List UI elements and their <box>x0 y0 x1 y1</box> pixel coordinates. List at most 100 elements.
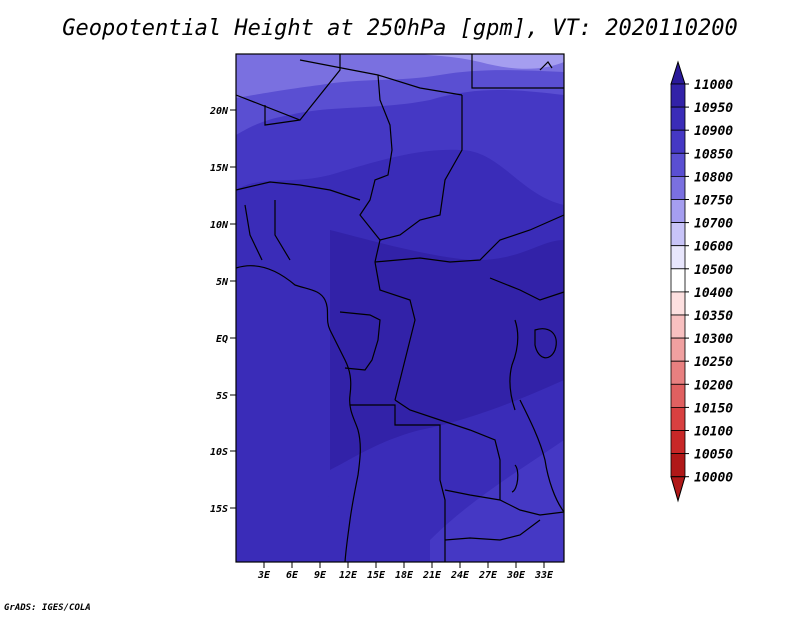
border-s1 <box>444 489 565 516</box>
colorbar-label: 11000 <box>694 78 733 93</box>
colorbar-label: 10300 <box>694 332 733 347</box>
colorbar: 11000 10950 10900 10850 10800 10750 10700 10600… <box>670 60 733 503</box>
border-c3 <box>394 399 501 500</box>
colorbar-swatch <box>670 360 686 385</box>
colorbar-label: 10200 <box>694 378 733 393</box>
lat-label: EQ <box>216 334 228 345</box>
colorbar-swatch <box>670 199 686 224</box>
colorbar-label: 10850 <box>694 147 733 162</box>
lat-axis: 20N 15N 10N 5N EQ 5S 10S 15S <box>209 106 236 515</box>
lon-tick-6e: 6E <box>286 562 299 581</box>
lon-label: 12E <box>339 570 358 581</box>
colorbar-label: 10600 <box>694 240 733 255</box>
border-n1 <box>235 54 341 121</box>
map-frame <box>235 53 565 563</box>
lon-tick-12e: 12E <box>339 562 358 581</box>
colorbar-swatch <box>670 83 686 108</box>
border-n3 <box>359 74 393 263</box>
colorbar-swatch <box>670 430 686 455</box>
lat-label: 5N <box>216 277 229 288</box>
height-band-10750 <box>236 54 564 98</box>
lon-tick-24e: 24E <box>450 562 470 581</box>
border-w3 <box>274 200 291 261</box>
lon-label: 15E <box>367 570 386 581</box>
colorbar-swatch <box>670 406 686 431</box>
colorbar-label: 10700 <box>694 217 733 232</box>
border-c2 <box>339 311 381 371</box>
lon-label: 21E <box>422 570 442 581</box>
lon-label: 6E <box>286 570 299 581</box>
lon-tick-27e: 27E <box>478 562 498 581</box>
colorbar-label: 10500 <box>694 263 733 278</box>
lon-tick-9e: 9E <box>314 562 327 581</box>
lat-label: 15N <box>210 163 229 174</box>
lat-tick-15n: 15N <box>210 163 236 174</box>
lat-label: 10S <box>210 447 228 458</box>
map-title: Geopotential Height at 250hPa [gpm], VT:… <box>62 16 738 41</box>
colorbar-top-arrow <box>670 60 686 85</box>
lake-malawi <box>511 464 519 493</box>
lon-label: 30E <box>506 570 526 581</box>
border-ne <box>471 54 564 89</box>
colorbar-label: 10950 <box>694 101 733 116</box>
colorbar-label: 10800 <box>694 170 733 185</box>
lake-east <box>509 319 519 411</box>
colorbar-swatch <box>670 106 686 131</box>
colorbar-swatch <box>670 268 686 293</box>
height-band-10900 <box>330 230 564 470</box>
height-band-sw <box>236 490 350 562</box>
colorbar-label: 10000 <box>694 471 733 486</box>
lat-tick-10n: 10N <box>210 220 236 231</box>
colorbar-swatch <box>670 314 686 339</box>
coast-east <box>519 399 565 513</box>
lat-tick-20n: 20N <box>209 106 236 117</box>
border-s2 <box>444 519 541 541</box>
lake-victoria <box>534 328 557 359</box>
lat-tick-10s: 10S <box>210 447 236 458</box>
lat-tick-15s: 15S <box>210 504 236 515</box>
lon-tick-3e: 3E <box>257 562 271 581</box>
border-n5 <box>299 59 463 96</box>
colorbar-swatch <box>670 152 686 177</box>
lon-tick-15e: 15E <box>367 562 386 581</box>
lat-label: 20N <box>209 106 229 117</box>
lat-label: 5S <box>216 391 228 402</box>
colorbar-label: 10400 <box>694 286 733 301</box>
lon-label: 27E <box>478 570 498 581</box>
grads-credit: GrADS: IGES/COLA <box>4 603 91 613</box>
height-band-se <box>430 440 564 562</box>
border-n4 <box>379 95 463 241</box>
lon-axis: 3E 6E 9E 12E 15E 18E 21E 24E 27E 30E 33E <box>257 562 554 581</box>
colorbar-label: 10350 <box>694 309 733 324</box>
colorbar-swatch <box>670 175 686 200</box>
colorbar-swatch <box>670 453 686 478</box>
colorbar-bottom-arrow <box>670 476 686 503</box>
border-e1 <box>374 214 565 263</box>
lat-label: 15S <box>210 504 228 515</box>
colorbar-label: 10050 <box>694 448 733 463</box>
lon-label: 33E <box>534 570 554 581</box>
border-w1 <box>235 181 361 201</box>
lon-label: 3E <box>257 570 271 581</box>
colorbar-swatch <box>670 383 686 408</box>
colorbar-swatch <box>670 129 686 154</box>
border-e2 <box>489 277 565 301</box>
lat-tick-5s: 5S <box>216 391 236 402</box>
gulf-of-aden <box>539 61 553 71</box>
coastline-west-africa <box>235 265 361 563</box>
colorbar-swatch <box>670 222 686 247</box>
map-panel <box>236 54 564 562</box>
lon-tick-18e: 18E <box>395 562 414 581</box>
lat-tick-eq: EQ <box>216 334 236 345</box>
lon-label: 24E <box>450 570 470 581</box>
border-c1 <box>374 261 416 401</box>
lon-tick-21e: 21E <box>422 562 442 581</box>
country-borders <box>235 54 565 563</box>
lon-label: 18E <box>395 570 414 581</box>
lat-tick-5n: 5N <box>216 277 236 288</box>
border-n2 <box>264 105 301 126</box>
colorbar-swatch <box>670 337 686 362</box>
colorbar-label: 10250 <box>694 355 733 370</box>
border-w2 <box>244 204 263 261</box>
